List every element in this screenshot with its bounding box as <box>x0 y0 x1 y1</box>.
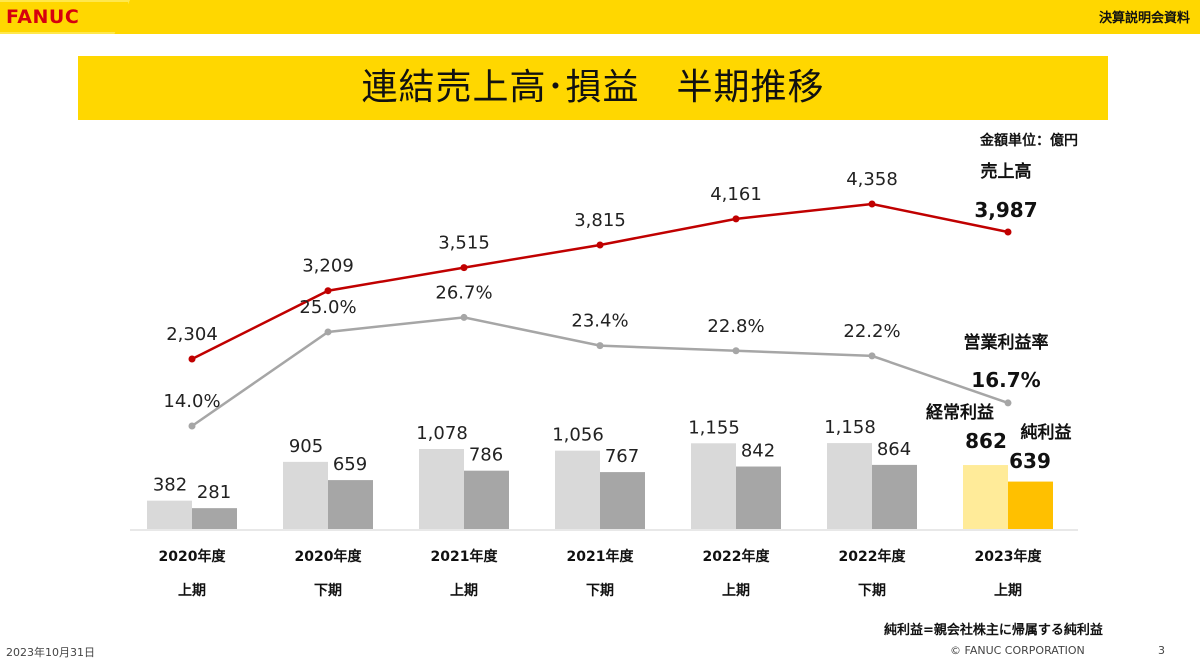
x-tick-label-half: 上期 <box>178 583 206 599</box>
data-label-sales: 4,358 <box>846 169 898 190</box>
data-label-sales-latest: 3,987 <box>974 198 1037 222</box>
bar-net-profit <box>192 508 237 529</box>
series-name-net-profit: 純利益 <box>1021 422 1072 443</box>
bar-ordinary-profit <box>147 500 192 529</box>
bar-net-profit <box>328 480 373 529</box>
point-operating-margin <box>324 328 332 336</box>
document-label: 決算説明会資料 <box>1098 11 1190 26</box>
series-name-operating-margin: 営業利益率 <box>964 332 1049 353</box>
point-sales <box>732 215 740 223</box>
data-label-net-profit: 786 <box>469 445 503 466</box>
point-sales <box>460 264 468 272</box>
bar-ordinary-profit <box>963 465 1008 529</box>
x-tick-label-half: 上期 <box>994 583 1022 599</box>
data-label-operating-margin: 26.7% <box>435 282 492 303</box>
data-label-operating-margin: 23.4% <box>571 311 628 332</box>
x-tick-label-year: 2020年度 <box>159 548 227 565</box>
data-label-operating-margin: 22.8% <box>707 316 764 337</box>
x-tick-label-half: 上期 <box>722 583 750 599</box>
point-operating-margin <box>460 313 468 321</box>
x-tick-label-half: 上期 <box>450 583 478 599</box>
x-tick-label-year: 2022年度 <box>839 548 907 565</box>
data-label-ordinary-profit: 1,155 <box>688 417 740 438</box>
bar-ordinary-profit <box>555 450 600 529</box>
point-sales <box>868 200 876 208</box>
point-operating-margin <box>1004 399 1012 407</box>
x-tick-label-year: 2023年度 <box>975 548 1043 565</box>
point-sales <box>188 355 196 363</box>
series-name-ordinary-profit: 経常利益 <box>926 402 994 423</box>
data-label-net-profit: 842 <box>741 441 775 462</box>
data-label-operating-margin: 25.0% <box>299 297 356 318</box>
data-label-ordinary-profit: 1,158 <box>824 417 876 438</box>
page-number: 3 <box>1158 644 1165 657</box>
data-label-ordinary-profit-latest: 862 <box>965 429 1007 453</box>
data-label-sales: 3,815 <box>574 210 626 231</box>
header-bar <box>0 0 1200 34</box>
point-operating-margin <box>596 342 604 350</box>
data-label-sales: 4,161 <box>710 184 762 205</box>
data-label-net-profit: 659 <box>333 454 367 475</box>
bar-net-profit <box>600 472 645 529</box>
bar-net-profit <box>464 470 509 529</box>
x-tick-label-half: 下期 <box>858 583 886 599</box>
data-label-ordinary-profit: 905 <box>289 436 323 457</box>
data-label-sales: 2,304 <box>166 324 218 345</box>
x-tick-label-half: 下期 <box>586 583 614 599</box>
bar-ordinary-profit <box>419 449 464 529</box>
bar-ordinary-profit <box>283 461 328 529</box>
point-sales <box>324 287 332 295</box>
footnote: 純利益=親会社株主に帰属する純利益 <box>884 623 1103 638</box>
x-tick-label-year: 2020年度 <box>295 548 363 565</box>
footer-copyright: © FANUC CORPORATION <box>950 644 1085 657</box>
data-label-operating-margin: 14.0% <box>163 391 220 412</box>
x-tick-label-year: 2021年度 <box>567 548 635 565</box>
point-operating-margin <box>732 347 740 355</box>
data-label-operating-margin: 22.2% <box>843 321 900 342</box>
data-label-net-profit-latest: 639 <box>1009 449 1051 473</box>
data-label-ordinary-profit: 1,078 <box>416 423 468 444</box>
point-sales <box>1004 228 1012 236</box>
point-operating-margin <box>188 422 196 430</box>
point-operating-margin <box>868 352 876 360</box>
fanuc-logo: FANUC <box>0 2 128 32</box>
footer-date: 2023年10月31日 <box>6 646 95 659</box>
data-label-ordinary-profit: 1,056 <box>552 425 604 446</box>
data-label-operating-margin-latest: 16.7% <box>971 368 1040 392</box>
bar-net-profit <box>1008 481 1053 529</box>
series-name-sales: 売上高 <box>981 161 1032 182</box>
data-label-net-profit: 281 <box>197 482 231 503</box>
bar-ordinary-profit <box>691 443 736 529</box>
data-label-ordinary-profit: 382 <box>153 475 187 496</box>
bar-ordinary-profit <box>827 443 872 529</box>
bar-net-profit <box>872 464 917 529</box>
data-label-sales: 3,515 <box>438 233 490 254</box>
data-label-net-profit: 864 <box>877 439 911 460</box>
bar-net-profit <box>736 466 781 529</box>
slide-title: 連結売上高･損益 半期推移 <box>78 56 1108 120</box>
data-label-net-profit: 767 <box>605 446 639 467</box>
data-label-sales: 3,209 <box>302 256 354 277</box>
point-sales <box>596 241 604 249</box>
unit-label: 金額単位：億円 <box>980 133 1078 149</box>
x-tick-label-year: 2021年度 <box>431 548 499 565</box>
x-tick-label-year: 2022年度 <box>703 548 771 565</box>
x-tick-label-half: 下期 <box>314 583 342 599</box>
